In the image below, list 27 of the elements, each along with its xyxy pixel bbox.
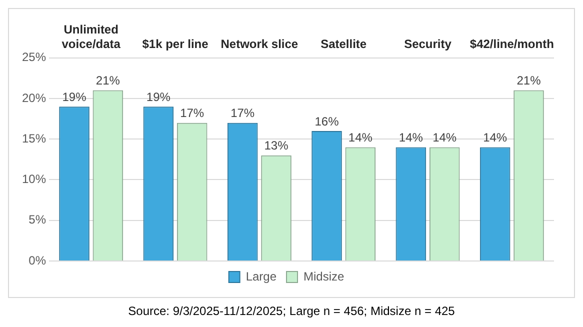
data-label: 19% (62, 90, 87, 104)
data-label: 21% (516, 74, 542, 88)
x-tick-label: $42/line/month (470, 36, 554, 51)
y-tick-label: 10% (22, 172, 46, 186)
data-label: 14% (348, 130, 373, 145)
data-label: 17% (230, 106, 255, 120)
x-tick-label: Unlimited voice/data (62, 22, 121, 51)
x-tick-label: $1k per line (142, 36, 209, 51)
y-tick-label: 5% (28, 212, 46, 227)
data-label: 14% (398, 130, 424, 145)
y-tick-label: 20% (22, 90, 46, 105)
data-label: 19% (146, 90, 171, 104)
y-tick-label: 0% (28, 253, 46, 268)
data-label: 17% (180, 106, 204, 120)
data-label: 14% (483, 130, 508, 145)
source-note: Source: 9/3/2025-11/12/2025; Large n = 456; Midsize n = 425 (127, 304, 456, 318)
data-label: 13% (264, 138, 289, 153)
legend-label: Midsize (304, 269, 345, 284)
y-tick-label: 15% (22, 131, 46, 146)
data-label: 16% (314, 114, 340, 128)
x-tick-label: Satellite (320, 36, 367, 51)
data-label: 14% (432, 130, 457, 145)
data-label: 21% (96, 74, 120, 88)
x-tick-label: Security (404, 36, 452, 51)
x-tick-label: Network slice (220, 36, 298, 51)
y-tick-label: 25% (22, 50, 46, 64)
legend-label: Large (246, 269, 277, 284)
